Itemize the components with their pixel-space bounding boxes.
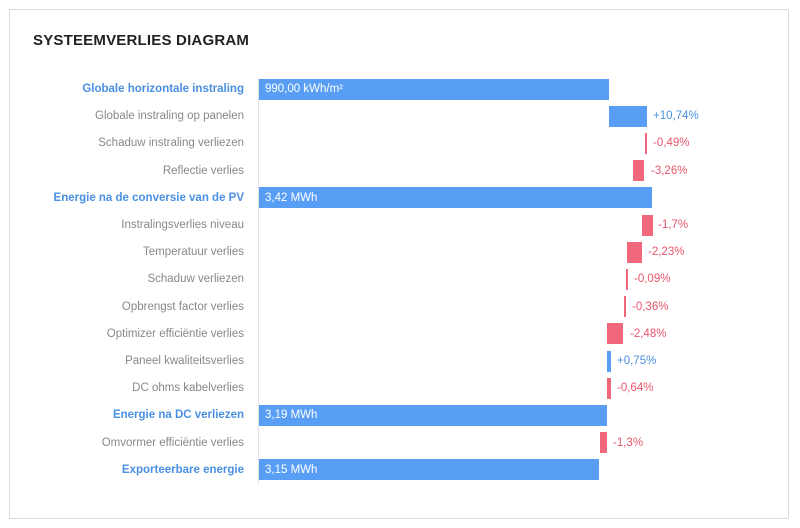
row-label: Energie na DC verliezen bbox=[112, 409, 244, 421]
row-label: Opbrengst factor verlies bbox=[121, 301, 244, 313]
row-label: Energie na de conversie van de PV bbox=[53, 192, 244, 204]
row-label: Omvormer efficiëntie verlies bbox=[101, 437, 244, 449]
change-value-label: +10,74% bbox=[653, 110, 699, 122]
total-value-label: 990,00 kWh/m² bbox=[265, 83, 343, 95]
total-value-label: 3,19 MWh bbox=[265, 409, 318, 421]
row-label: Temperatuur verlies bbox=[143, 246, 244, 258]
chart-axis-line bbox=[258, 78, 259, 485]
row-label: Schaduw verliezen bbox=[147, 273, 244, 285]
total-bar bbox=[259, 187, 652, 208]
loss-bar bbox=[607, 323, 623, 344]
row-label: Optimizer efficiëntie verlies bbox=[106, 328, 244, 340]
row-label: Schaduw instraling verliezen bbox=[98, 137, 244, 149]
change-value-label: -1,3% bbox=[613, 437, 644, 449]
gain-bar bbox=[607, 351, 611, 372]
change-value-label: -0,64% bbox=[617, 382, 654, 394]
loss-bar bbox=[627, 242, 642, 263]
loss-bar bbox=[607, 378, 611, 399]
loss-bar bbox=[633, 160, 644, 181]
change-value-label: -0,49% bbox=[653, 137, 690, 149]
change-value-label: -2,23% bbox=[648, 246, 685, 258]
row-label: Instralingsverlies niveau bbox=[121, 219, 244, 231]
change-value-label: -2,48% bbox=[630, 328, 667, 340]
loss-bar bbox=[645, 133, 647, 154]
loss-bar bbox=[642, 215, 653, 236]
total-bar bbox=[259, 459, 599, 480]
loss-bar bbox=[626, 269, 628, 290]
total-bar bbox=[259, 79, 609, 100]
total-value-label: 3,15 MWh bbox=[265, 464, 318, 476]
row-label: Exporteerbare energie bbox=[121, 464, 244, 476]
change-value-label: -0,09% bbox=[634, 273, 671, 285]
change-value-label: +0,75% bbox=[617, 355, 657, 367]
row-label: Reflectie verlies bbox=[162, 165, 244, 177]
change-value-label: -1,7% bbox=[658, 219, 689, 231]
row-label: Paneel kwaliteitsverlies bbox=[125, 355, 244, 367]
row-label: Globale instraling op panelen bbox=[95, 110, 244, 122]
total-bar bbox=[259, 405, 607, 426]
total-value-label: 3,42 MWh bbox=[265, 192, 318, 204]
change-value-label: -0,36% bbox=[632, 301, 669, 313]
row-label: Globale horizontale instraling bbox=[82, 83, 244, 95]
loss-bar bbox=[624, 296, 626, 317]
loss-bar bbox=[600, 432, 607, 453]
row-label: DC ohms kabelverlies bbox=[132, 382, 244, 394]
gain-bar bbox=[609, 106, 647, 127]
change-value-label: -3,26% bbox=[651, 165, 688, 177]
chart-title: SYSTEEMVERLIES DIAGRAM bbox=[33, 32, 250, 49]
